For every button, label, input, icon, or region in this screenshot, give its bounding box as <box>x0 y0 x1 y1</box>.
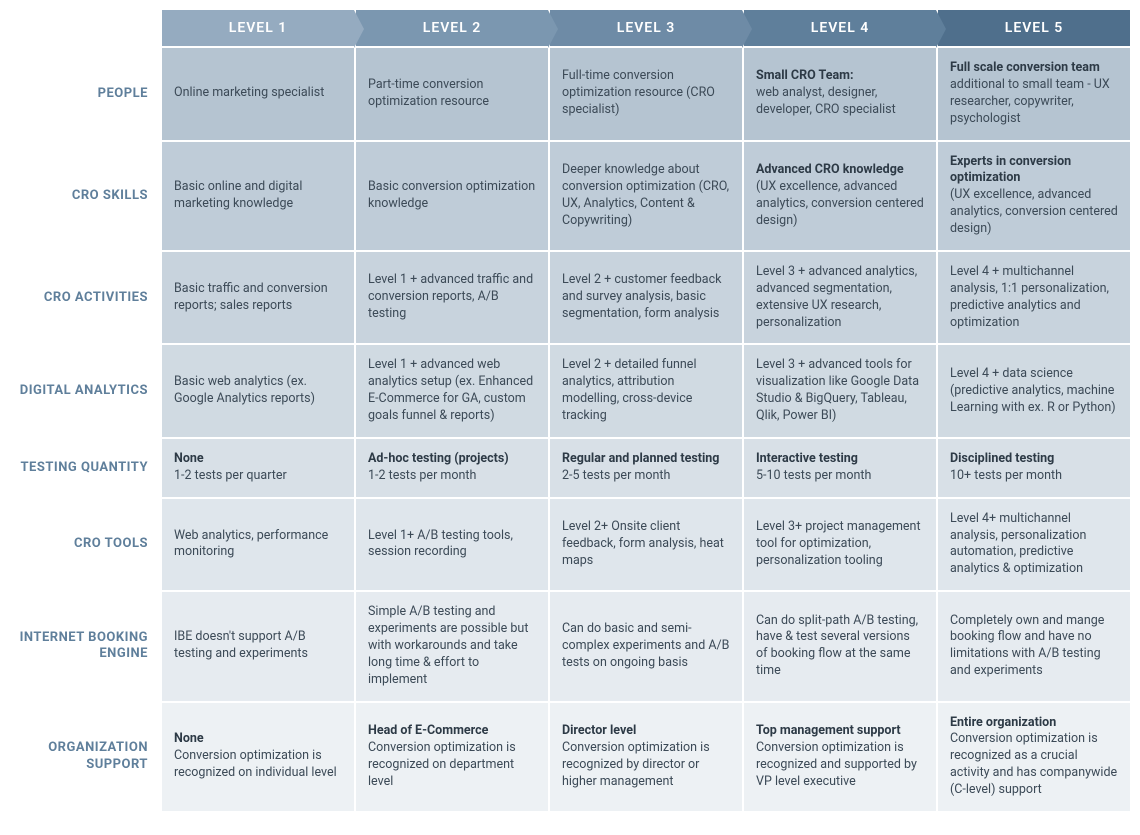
cell-org-4: Top management supportConversion optimiz… <box>744 703 936 811</box>
cell-people-4: Small CRO Team:web analyst, designer, de… <box>744 48 936 140</box>
cell-testing-1: None1-2 tests per quarter <box>162 439 354 497</box>
cell-activities-1: Basic traffic and conversion reports; sa… <box>162 252 354 344</box>
cell-org-1: NoneConversion optimization is recognize… <box>162 703 354 811</box>
row-label-org: ORGANIZATION SUPPORT <box>10 703 160 811</box>
cell-ibe-2: Simple A/B testing and experiments are p… <box>356 592 548 700</box>
col-header-4: LEVEL 4 <box>744 10 936 46</box>
col-header-5: LEVEL 5 <box>938 10 1130 46</box>
cell-analytics-4: Level 3 + advanced tools for visualizati… <box>744 345 936 437</box>
row-label-ibe: INTERNET BOOKING ENGINE <box>10 592 160 700</box>
maturity-matrix: LEVEL 1 LEVEL 2 LEVEL 3 LEVEL 4 LEVEL 5 … <box>10 10 1130 811</box>
cell-tools-1: Web analytics, performance monitoring <box>162 499 354 591</box>
cell-people-1: Online marketing specialist <box>162 48 354 140</box>
cell-ibe-3: Can do basic and semi-complex experiment… <box>550 592 742 700</box>
cell-org-3: Director levelConversion optimization is… <box>550 703 742 811</box>
cell-skills-2: Basic conversion optimization knowledge <box>356 142 548 250</box>
row-label-tools: CRO TOOLS <box>10 499 160 591</box>
cell-org-2: Head of E-CommerceConversion optimizatio… <box>356 703 548 811</box>
cell-ibe-4: Can do split-path A/B testing, have & te… <box>744 592 936 700</box>
cell-testing-5: Disciplined testing10+ tests per month <box>938 439 1130 497</box>
row-label-people: PEOPLE <box>10 48 160 140</box>
cell-activities-3: Level 2 + customer feedback and survey a… <box>550 252 742 344</box>
col-header-1: LEVEL 1 <box>162 10 354 46</box>
cell-testing-3: Regular and planned testing2-5 tests per… <box>550 439 742 497</box>
col-header-2: LEVEL 2 <box>356 10 548 46</box>
cell-tools-5: Level 4+ multichannel analysis, personal… <box>938 499 1130 591</box>
cell-people-3: Full-time conversion optimization resour… <box>550 48 742 140</box>
cell-activities-2: Level 1 + advanced traffic and conversio… <box>356 252 548 344</box>
col-header-3: LEVEL 3 <box>550 10 742 46</box>
cell-skills-4: Advanced CRO knowledge(UX excellence, ad… <box>744 142 936 250</box>
cell-skills-1: Basic online and digital marketing knowl… <box>162 142 354 250</box>
cell-testing-2: Ad-hoc testing (projects)1-2 tests per m… <box>356 439 548 497</box>
cell-analytics-1: Basic web analytics (ex. Google Analytic… <box>162 345 354 437</box>
cell-activities-4: Level 3 + advanced analytics, advanced s… <box>744 252 936 344</box>
cell-org-5: Entire organizationConversion optimizati… <box>938 703 1130 811</box>
cell-analytics-3: Level 2 + detailed funnel analytics, att… <box>550 345 742 437</box>
row-label-activities: CRO ACTIVITIES <box>10 252 160 344</box>
row-label-skills: CRO SKILLS <box>10 142 160 250</box>
cell-analytics-5: Level 4 + data science (predictive analy… <box>938 345 1130 437</box>
cell-activities-5: Level 4 + multichannel analysis, 1:1 per… <box>938 252 1130 344</box>
cell-people-5: Full scale conversion teamadditional to … <box>938 48 1130 140</box>
cell-ibe-5: Completely own and mange booking flow an… <box>938 592 1130 700</box>
cell-tools-2: Level 1+ A/B testing tools, session reco… <box>356 499 548 591</box>
cell-analytics-2: Level 1 + advanced web analytics setup (… <box>356 345 548 437</box>
cell-people-2: Part-time conversion optimization resour… <box>356 48 548 140</box>
cell-testing-4: Interactive testing5-10 tests per month <box>744 439 936 497</box>
cell-skills-3: Deeper knowledge about conversion optimi… <box>550 142 742 250</box>
cell-tools-3: Level 2+ Onsite client feedback, form an… <box>550 499 742 591</box>
cell-skills-5: Experts in conversion optimization(UX ex… <box>938 142 1130 250</box>
row-label-testing: TESTING QUANTITY <box>10 439 160 497</box>
corner-blank <box>10 10 160 46</box>
cell-tools-4: Level 3+ project management tool for opt… <box>744 499 936 591</box>
cell-ibe-1: IBE doesn't support A/B testing and expe… <box>162 592 354 700</box>
row-label-analytics: DIGITAL ANALYTICS <box>10 345 160 437</box>
